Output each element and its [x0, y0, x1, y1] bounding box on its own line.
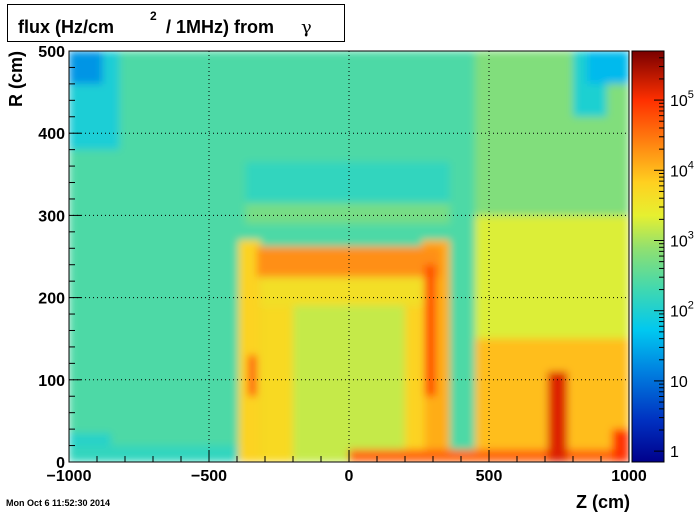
y-tick-label-4: 400 [38, 126, 65, 143]
colorbar-tick-label-3: 103 [670, 229, 694, 250]
heatmap-region-22 [547, 371, 568, 462]
x-tick-label-0: −1000 [47, 468, 92, 485]
title-particle: γ [301, 17, 312, 38]
x-tick-label-4: 1000 [611, 468, 647, 485]
y-axis-ticks: 0 100 200 300 400 500 [38, 44, 81, 472]
heatmap-region-17 [405, 305, 425, 462]
x-axis-label: Z (cm) [576, 492, 630, 512]
heatmap-region-16 [260, 305, 293, 462]
x-tick-label-3: 500 [476, 468, 503, 485]
y-tick-label-2: 200 [38, 291, 65, 308]
heatmap-region-8 [245, 161, 450, 204]
heatmap-region-23 [612, 429, 629, 462]
colorbar [631, 50, 665, 463]
heatmap-region-15 [260, 277, 425, 306]
colorbar-tick-label-0: 1 [670, 444, 679, 461]
colorbar-tick-label-2: 102 [670, 300, 694, 321]
x-tick-label-2: 0 [345, 468, 354, 485]
heatmap-region-12 [238, 240, 261, 462]
heatmap-region-11 [69, 445, 243, 462]
colorbar-tick-label-1: 10 [670, 374, 688, 391]
y-tick-label-5: 500 [38, 44, 65, 61]
timestamp: Mon Oct 6 11:52:30 2014 [6, 498, 111, 508]
y-tick-label-3: 300 [38, 208, 65, 225]
y-tick-label-1: 100 [38, 373, 65, 390]
heatmap-region-19 [248, 355, 257, 397]
x-tick-label-1: −500 [191, 468, 227, 485]
y-tick-label-0: 0 [56, 455, 65, 472]
colorbar-tick-label-4: 104 [670, 159, 694, 180]
grid-lines [69, 51, 629, 462]
heatmap-region-9 [245, 203, 450, 224]
colorbar-tick-label-5: 105 [670, 89, 694, 110]
title-box: flux (Hz/cm 2 / 1MHz) from γ [7, 4, 345, 42]
x-axis-ticks: −1000 −500 0 500 1000 [47, 450, 647, 485]
heatmap-region-20 [424, 264, 436, 397]
y-axis-label: R (cm) [6, 51, 26, 107]
heatmap-cells [69, 51, 629, 462]
title-superscript: 2 [150, 9, 157, 23]
title-main: flux (Hz/cm [18, 17, 115, 37]
colorbar-ticks: 1 10 102 103 104 105 [654, 50, 694, 461]
heatmap-region-7 [587, 51, 629, 84]
title-rest: / 1MHz) from [166, 17, 274, 37]
